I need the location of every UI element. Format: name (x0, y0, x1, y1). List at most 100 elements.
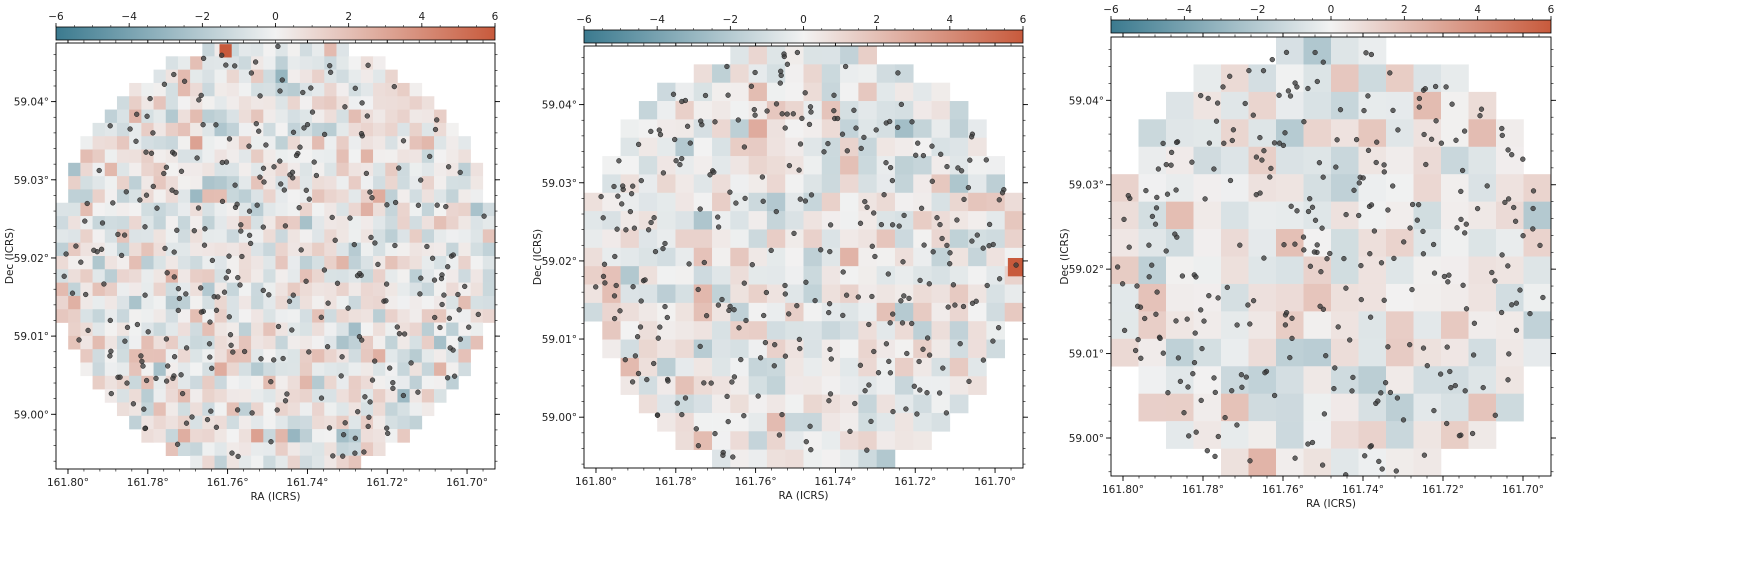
heatmap-cell (620, 284, 640, 304)
heatmap-cell (458, 282, 471, 297)
source-point (198, 92, 204, 99)
heatmap-cell (949, 137, 969, 157)
heatmap-cell (785, 82, 804, 102)
source-point (1314, 242, 1320, 248)
source-point (1179, 273, 1186, 279)
heatmap-cell (177, 349, 191, 363)
source-point (600, 215, 606, 221)
source-point (1423, 161, 1429, 168)
heatmap-cell (858, 357, 877, 377)
heatmap-cell (397, 202, 410, 217)
source-point (821, 149, 827, 155)
source-point (196, 97, 202, 103)
heatmap-cell (931, 137, 951, 157)
source-point (986, 221, 993, 228)
heatmap-cell (657, 376, 676, 395)
heatmap-cell (931, 321, 951, 340)
heatmap-cell (153, 176, 167, 190)
heatmap-cell (1331, 229, 1359, 257)
source-point (1181, 410, 1187, 416)
source-point (638, 298, 644, 304)
heatmap-cell (202, 109, 215, 124)
source-point (611, 293, 618, 299)
source-points (1114, 49, 1546, 476)
heatmap-cell (129, 256, 142, 270)
heatmap-cell (287, 415, 301, 430)
heatmap-cell (312, 176, 325, 190)
heatmap-cell (876, 64, 896, 83)
heatmap-cell (821, 284, 841, 304)
source-point (1358, 262, 1364, 269)
source-point (359, 337, 365, 343)
heatmap-cell (251, 455, 264, 469)
source-point (697, 343, 703, 350)
source-point (862, 198, 868, 205)
x-tick-label: 161.76° (1262, 484, 1304, 496)
heatmap-cell (177, 109, 191, 124)
source-point (697, 206, 703, 212)
source-point (657, 324, 663, 330)
source-point (1433, 118, 1439, 124)
heatmap-cell (275, 202, 288, 217)
heatmap-cell (620, 321, 640, 340)
heatmap-cell (693, 64, 713, 83)
colorbar-tick-label: 2 (1401, 4, 1408, 16)
heatmap-cell (373, 402, 386, 417)
source-point (326, 425, 333, 431)
source-point (1509, 152, 1515, 158)
heatmap-cell (385, 136, 398, 150)
source-point (1227, 177, 1234, 184)
heatmap-cell (803, 339, 823, 359)
heatmap-cell (1331, 64, 1359, 93)
source-point (117, 374, 123, 380)
source-point (965, 184, 972, 191)
heatmap-cell (1166, 311, 1194, 340)
heatmap-cell (287, 109, 301, 124)
source-point (665, 378, 671, 384)
heatmap-cell (360, 149, 374, 164)
heatmap-cell (620, 211, 640, 230)
heatmap-cell (913, 156, 932, 175)
heatmap-cell (165, 96, 179, 110)
source-point (232, 204, 239, 211)
heatmap-cell (458, 362, 471, 377)
source-point (1300, 234, 1307, 240)
heatmap-cell (657, 101, 676, 120)
heatmap-cell (913, 394, 932, 414)
heatmap-cell (730, 137, 749, 157)
heatmap-cell (116, 202, 130, 217)
heatmap-cell (409, 136, 423, 150)
heatmap-cell (657, 266, 676, 285)
heatmap-cell (80, 136, 93, 150)
heatmap-cell (1221, 201, 1249, 230)
heatmap-cell (748, 321, 768, 340)
heatmap-cell (202, 43, 215, 57)
source-point (96, 167, 102, 174)
heatmap-cell (116, 149, 130, 164)
heatmap-cell (1386, 64, 1414, 93)
heatmap-cell (876, 192, 896, 212)
heatmap-cell (336, 69, 349, 84)
heatmap-cell (470, 335, 484, 350)
heatmap-cell (1221, 448, 1249, 476)
source-point (390, 380, 396, 386)
heatmap-cell (92, 282, 106, 297)
source-point (429, 255, 436, 261)
heatmap-cell (470, 176, 484, 190)
heatmap-cell (785, 247, 804, 267)
heatmap-cell (263, 256, 276, 270)
heatmap-cell (373, 216, 386, 230)
heatmap-cell (397, 429, 410, 443)
source-point (1271, 392, 1278, 399)
source-point (909, 320, 915, 327)
source-point (799, 115, 805, 122)
heatmap-cell (748, 449, 768, 468)
source-point (762, 339, 769, 346)
source-point (1155, 166, 1162, 172)
source-point (1424, 363, 1430, 369)
heatmap-cell (251, 389, 264, 403)
heatmap-cell (397, 415, 410, 430)
source-point (957, 341, 963, 347)
colorbar-tick-label: 2 (873, 14, 880, 26)
heatmap-cell (409, 189, 423, 204)
